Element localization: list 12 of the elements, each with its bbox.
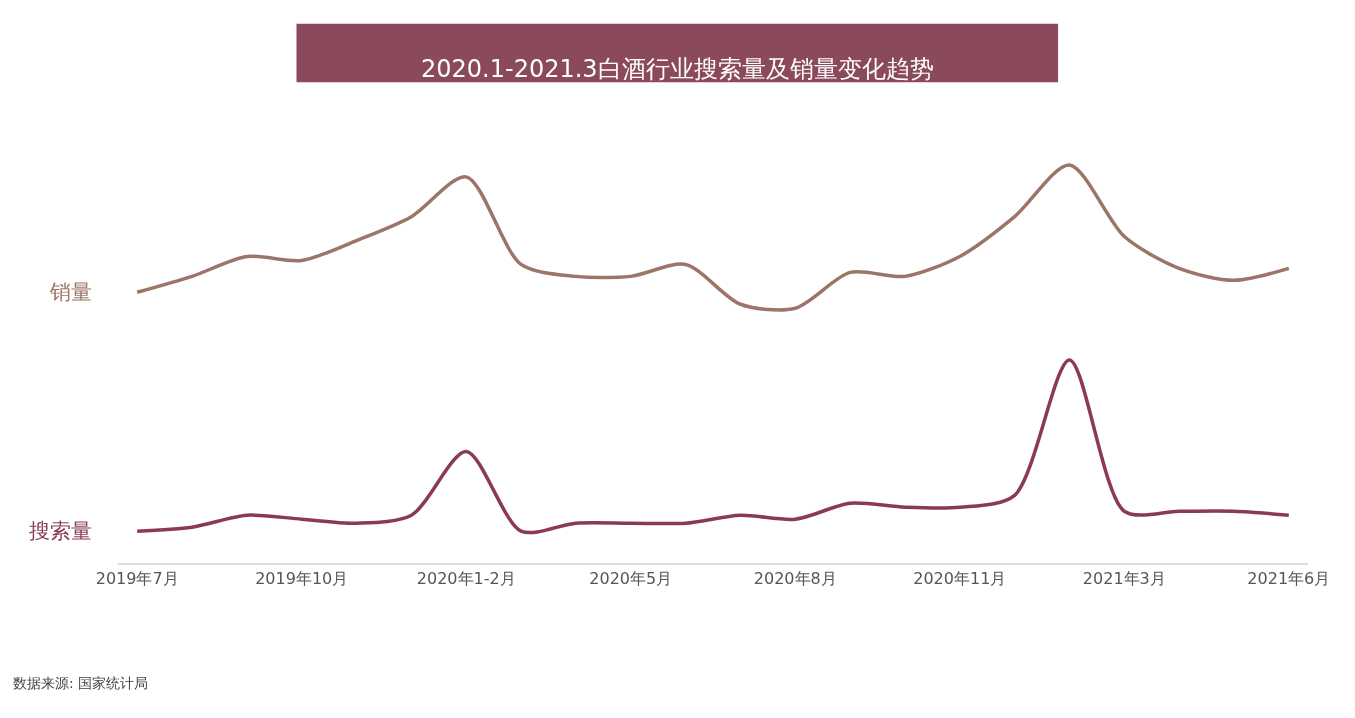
x-tick-label: 2020年11月 — [913, 568, 1007, 588]
source-note: 数据来源: 国家统计局 — [13, 675, 149, 691]
x-tick-label: 2020年1-2月 — [416, 568, 516, 588]
x-tick-label: 2021年6月 — [1247, 568, 1331, 588]
x-tick-label: 2019年7月 — [95, 568, 179, 588]
x-tick-label: 2021年3月 — [1082, 568, 1166, 588]
x-tick-label: 2020年8月 — [753, 568, 837, 588]
text: 销量 — [49, 280, 92, 304]
text: 搜索量 — [29, 519, 92, 543]
chart-title: 2020.1-2021.3白酒行业搜索量及销量变化趋势 — [421, 55, 934, 83]
x-tick-label: 2020年5月 — [589, 568, 673, 588]
x-tick-label: 2019年10月 — [255, 568, 349, 588]
